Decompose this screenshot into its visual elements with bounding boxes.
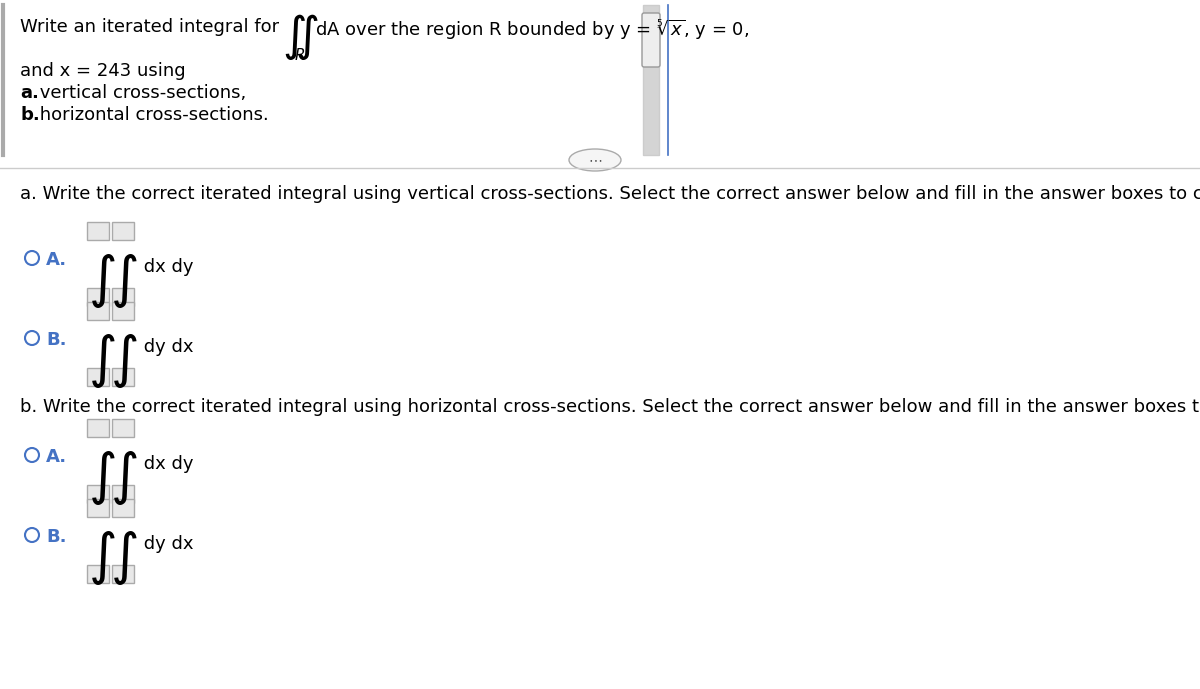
Text: dx dy: dx dy: [138, 455, 193, 473]
Text: and x = 243 using: and x = 243 using: [20, 62, 186, 80]
Bar: [88, 222, 109, 240]
Text: B.: B.: [46, 331, 66, 349]
Text: $\int$: $\int$: [110, 449, 138, 507]
Text: $\iint$: $\iint$: [282, 12, 318, 62]
Text: b. Write the correct iterated integral using horizontal cross-sections. Select t: b. Write the correct iterated integral u…: [20, 398, 1200, 416]
Bar: [88, 288, 109, 306]
Bar: [643, 5, 659, 155]
Bar: [112, 485, 134, 503]
Text: ⋯: ⋯: [588, 153, 602, 167]
Bar: [88, 419, 109, 437]
Text: b.: b.: [20, 106, 40, 124]
Text: dA over the region R bounded by y = $\sqrt[5]{x}$, y = 0,: dA over the region R bounded by y = $\sq…: [314, 18, 749, 42]
Text: vertical cross-sections,: vertical cross-sections,: [34, 84, 246, 102]
Bar: [88, 302, 109, 320]
Text: Write an iterated integral for: Write an iterated integral for: [20, 18, 284, 36]
Bar: [112, 419, 134, 437]
Text: a. Write the correct iterated integral using vertical cross-sections. Select the: a. Write the correct iterated integral u…: [20, 185, 1200, 203]
Text: dy dx: dy dx: [138, 535, 193, 553]
Text: $\int$: $\int$: [88, 449, 115, 507]
Bar: [112, 368, 134, 386]
Bar: [112, 288, 134, 306]
Bar: [88, 368, 109, 386]
Text: $\int$: $\int$: [88, 252, 115, 310]
Text: $\int$: $\int$: [110, 529, 138, 587]
Text: $\int$: $\int$: [110, 332, 138, 390]
Bar: [88, 565, 109, 583]
Text: A.: A.: [46, 448, 67, 466]
Bar: [112, 302, 134, 320]
Bar: [88, 499, 109, 517]
Bar: [88, 485, 109, 503]
Text: A.: A.: [46, 251, 67, 269]
Bar: [112, 222, 134, 240]
Bar: [112, 499, 134, 517]
FancyBboxPatch shape: [642, 13, 660, 67]
Text: B.: B.: [46, 528, 66, 546]
Text: $\int$: $\int$: [88, 332, 115, 390]
Text: a.: a.: [20, 84, 38, 102]
Text: horizontal cross-sections.: horizontal cross-sections.: [34, 106, 269, 124]
Text: dx dy: dx dy: [138, 258, 193, 276]
Text: dy dx: dy dx: [138, 338, 193, 356]
Bar: [112, 565, 134, 583]
Text: R: R: [295, 48, 306, 63]
Text: $\int$: $\int$: [88, 529, 115, 587]
Text: $\int$: $\int$: [110, 252, 138, 310]
Ellipse shape: [569, 149, 622, 171]
